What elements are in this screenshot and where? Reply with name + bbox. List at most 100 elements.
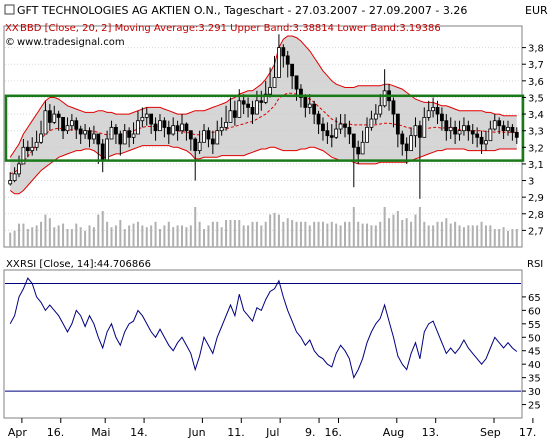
candle-body [21,146,26,165]
volume-bar [361,223,364,247]
volume-bar [273,212,276,247]
volume-bar [321,221,324,247]
volume-bar [480,221,483,247]
volume-bar [427,225,430,247]
volume-bar [145,227,148,247]
x-tick-label: Mai [91,426,110,439]
rsi-y-tick-label: 40 [528,360,541,371]
volume-bar [132,223,135,247]
volume-bar [502,227,505,247]
x-tick-label: 16. [324,426,342,439]
volume-bar [106,221,109,247]
volume-bar [489,225,492,247]
candle-body [501,125,506,132]
candle-body [488,128,493,142]
volume-bar [158,229,161,247]
volume-bar [304,221,307,247]
candle-body [65,125,70,132]
volume-bar [335,223,338,247]
volume-bar [498,229,501,247]
candle-body [329,135,334,138]
candle-body [457,130,462,135]
candle-body [118,133,123,145]
price-y-tick-label: 3,4 [528,110,544,121]
candle-body [78,128,83,135]
candle-body [96,133,101,145]
volume-bar [13,230,16,247]
candle-body [109,126,114,140]
candle-body [184,123,189,132]
candle-body [404,143,409,152]
rsi-series-line [9,277,518,379]
candle-body [351,133,356,148]
candle-body [254,100,259,115]
price-y-tick-label: 3,7 [528,60,544,71]
candle-body [241,100,246,105]
volume-bar [150,225,153,247]
volume-bar [114,225,117,247]
volume-bar [454,221,457,247]
volume-bar [44,214,47,247]
candle-body [224,121,228,128]
lower-band-line [9,145,517,195]
volume-bar [128,225,131,247]
candle-body [105,138,110,161]
volume-bar [123,229,126,247]
volume-bar [110,227,113,247]
candle-body [417,125,422,138]
volume-bar [313,221,316,247]
candle-body [149,113,154,125]
candle-body [321,123,325,132]
volume-bar [436,221,439,247]
rsi-y-axis: 25 30 35 40 45 50 55 60 65 [522,293,541,412]
volume-bar [260,225,263,247]
volume-bar [299,221,302,247]
rsi-label: RSI [Close, 14]:44.706866 [20,259,151,270]
candle-body [334,128,339,138]
candle-body [25,146,30,152]
candle-body [17,163,21,175]
x-tick-label: 16. [47,426,65,439]
volume-bar [269,214,272,247]
candle-body [259,100,264,103]
bbd-xx-icon: XX [5,23,19,34]
volume-bar [31,227,34,247]
volume-bar [176,225,179,247]
volume-bar [229,220,232,247]
candle-body [144,113,149,118]
copyright-icon: © [5,37,15,48]
candle-body [391,100,396,115]
volume-bar [92,227,95,247]
candle-body [8,180,13,185]
rsi-panel-frame [3,269,523,419]
candle-body [484,140,488,145]
volume-bar [339,225,342,247]
candle-body [440,113,444,122]
volume-bar [101,211,104,247]
volume-bar [22,223,25,247]
volume-bar [286,218,289,247]
candle-body [510,126,515,133]
chart-title: GFT TECHNOLOGIES AG AKTIEN O.N., Tagesch… [17,4,467,17]
candle-body [400,133,405,145]
candle-body [52,113,57,123]
volume-bar [251,221,254,247]
volume-bar [471,225,474,247]
volume-bar [220,227,223,247]
volume-bar [401,220,404,247]
candle-body [307,103,312,108]
candle-body [136,120,140,135]
candle-body [39,133,43,143]
price-y-tick-label: 2,7 [528,226,544,237]
candle-body [232,110,237,118]
candle-body [470,130,475,135]
candle-body [378,105,383,115]
candle-body [153,123,158,132]
volume-bar [207,225,210,247]
rsi-y-tick-label: 25 [528,401,541,412]
candle-body [166,126,171,135]
collapse-box-icon[interactable] [4,4,15,15]
volume-bar [282,221,285,247]
candle-body [210,138,215,145]
candle-body [228,110,233,123]
